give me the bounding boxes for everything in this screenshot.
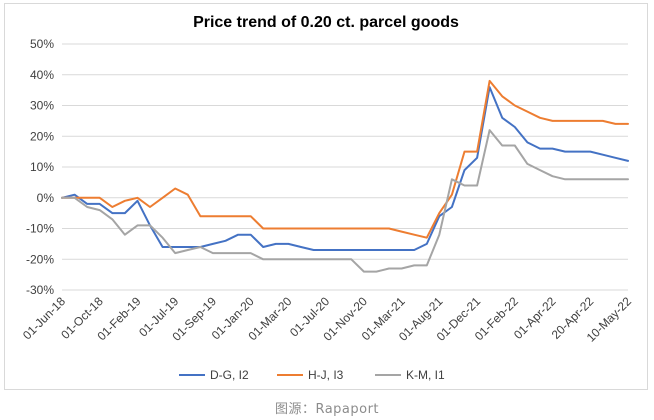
x-axis-tick-labels: 01-Jun-1801-Oct-1801-Feb-1901-Jul-1901-S… [20, 294, 634, 345]
gridlines [62, 43, 628, 291]
price-trend-chart: Price trend of 0.20 ct. parcel goods -30… [20, 14, 634, 382]
y-tick-label: -20% [26, 252, 54, 266]
series-line-d-g-i2 [61, 86, 629, 251]
y-tick-label: 10% [30, 160, 54, 174]
chart-title: Price trend of 0.20 ct. parcel goods [193, 14, 459, 31]
y-tick-label: -10% [26, 222, 54, 236]
series-lines [61, 79, 629, 273]
y-axis-tick-labels: -30% -20% -10% 0% 10% 20% 30% 40% 50% [26, 37, 54, 297]
y-tick-label: 30% [30, 99, 54, 113]
legend-label: D-G, I2 [210, 368, 249, 382]
series-line-k-m-i1 [61, 129, 629, 273]
y-tick-label: 0% [37, 191, 55, 205]
image-source-caption: 图源：Rapaport [274, 402, 380, 417]
y-tick-label: -30% [26, 283, 54, 297]
y-tick-label: 20% [30, 129, 54, 143]
y-tick-label: 40% [30, 68, 54, 82]
legend: D-G, I2 H-J, I3 K-M, I1 [179, 368, 445, 382]
legend-label: K-M, I1 [406, 368, 445, 382]
legend-label: H-J, I3 [308, 368, 344, 382]
series-line-h-j-i3 [61, 79, 629, 239]
chart-frame [4, 3, 648, 390]
y-tick-label: 50% [30, 37, 54, 51]
